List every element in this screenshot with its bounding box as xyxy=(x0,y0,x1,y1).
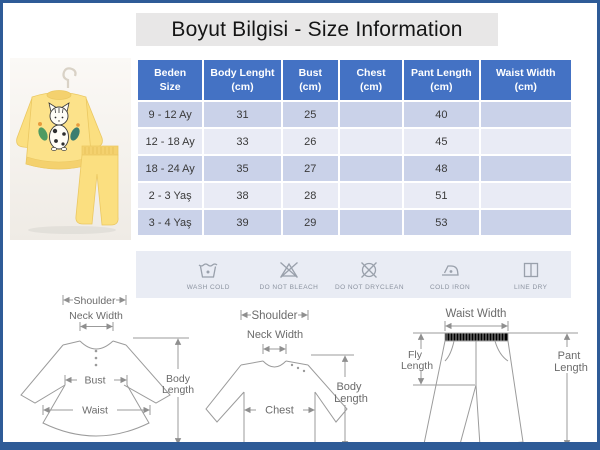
bust-label: Bust xyxy=(84,375,105,387)
cell-waist-width xyxy=(480,183,571,208)
pants-outline xyxy=(423,332,524,442)
hanger-icon xyxy=(62,67,77,88)
fly-length-label-line2: Length xyxy=(401,360,433,372)
cell-size: 18 - 24 Ay xyxy=(138,156,203,181)
product-photo xyxy=(10,58,131,240)
cell-pant-length: 40 xyxy=(404,102,479,127)
body-length-label-line2: Length xyxy=(162,384,194,396)
cell-body-length: 35 xyxy=(204,156,281,181)
cell-body-length: 38 xyxy=(204,183,281,208)
pants-graphic xyxy=(75,145,119,226)
column-header-beden-size: Beden Size xyxy=(138,60,203,100)
care-item-cold-iron: COLD IRON xyxy=(410,259,491,291)
cell-pant-length: 48 xyxy=(404,156,479,181)
cell-size: 12 - 18 Ay xyxy=(138,129,203,154)
table-row: 12 - 18 Ay 33 26 45 xyxy=(138,129,571,154)
pant-length-label-line2: Length xyxy=(554,362,588,374)
cell-chest xyxy=(339,210,403,235)
title-bar: Boyut Bilgisi - Size Information xyxy=(136,13,498,46)
cell-pant-length: 51 xyxy=(404,183,479,208)
do-not-dryclean-icon xyxy=(361,261,378,278)
wash-cold-icon xyxy=(198,262,218,278)
table-row: 2 - 3 Yaş 38 28 51 xyxy=(138,183,571,208)
cell-body-length: 33 xyxy=(204,129,281,154)
chest-label: Chest xyxy=(265,405,294,417)
table-row: 3 - 4 Yaş 39 29 53 xyxy=(138,210,571,235)
cell-waist-width xyxy=(480,210,571,235)
table-row: 9 - 12 Ay 31 25 40 xyxy=(138,102,571,127)
waist-label: Waist xyxy=(82,405,108,417)
neck-width-label: Neck Width xyxy=(247,329,303,341)
care-label: COLD IRON xyxy=(429,283,471,291)
cell-chest xyxy=(339,129,403,154)
care-item-wash-cold: WASH COLD xyxy=(168,259,249,291)
dress-outline xyxy=(20,340,171,437)
column-header-bust: Bust (cm) xyxy=(282,60,338,100)
care-item-do-not-bleach: DO NOT BLEACH xyxy=(249,259,330,291)
shoulder-label: Shoulder xyxy=(251,310,297,322)
cell-chest xyxy=(339,156,403,181)
care-item-do-not-dryclean: DO NOT DRYCLEAN xyxy=(329,259,410,291)
body-length-label-line1: Body xyxy=(336,381,362,393)
column-header-pant-length: Pant Length (cm) xyxy=(404,60,479,100)
cell-bust: 28 xyxy=(282,183,338,208)
cat-print xyxy=(38,102,80,151)
top-measurement-diagram: Shoulder Neck Width Chest Body Length xyxy=(205,310,368,442)
cell-pant-length: 45 xyxy=(404,129,479,154)
neck-width-label: Neck Width xyxy=(69,310,123,322)
cell-chest xyxy=(339,102,403,127)
line-dry-icon xyxy=(523,262,538,277)
care-label: DO NOT BLEACH xyxy=(259,283,319,291)
column-header-body-length: Body Lenght (cm) xyxy=(204,60,281,100)
care-item-line-dry: LINE DRY xyxy=(490,259,571,291)
waist-width-label: Waist Width xyxy=(446,308,507,320)
cell-size: 9 - 12 Ay xyxy=(138,102,203,127)
pant-length-label-line1: Pant xyxy=(558,350,581,362)
cold-iron-icon xyxy=(442,264,459,276)
fly-length-label-line1: Fly xyxy=(408,349,423,361)
dress-measurement-diagram: Shoulder Neck Width Bust Waist Body Leng… xyxy=(20,295,194,442)
top-outline xyxy=(205,360,348,442)
cell-bust: 25 xyxy=(282,102,338,127)
cell-waist-width xyxy=(480,102,571,127)
cell-size: 2 - 3 Yaş xyxy=(138,183,203,208)
column-header-waist-width: Waist Width (cm) xyxy=(480,60,571,100)
care-instructions-strip: WASH COLD DO NOT BLEACH DO NOT DRYCLEAN … xyxy=(136,251,571,298)
care-label: WASH COLD xyxy=(186,283,230,291)
page-title: Boyut Bilgisi - Size Information xyxy=(171,17,463,41)
cell-chest xyxy=(339,183,403,208)
column-header-chest: Chest (cm) xyxy=(339,60,403,100)
sweatshirt-graphic xyxy=(16,90,103,170)
cell-bust: 29 xyxy=(282,210,338,235)
cell-body-length: 39 xyxy=(204,210,281,235)
cell-bust: 26 xyxy=(282,129,338,154)
care-label: LINE DRY xyxy=(513,283,548,291)
cell-pant-length: 53 xyxy=(404,210,479,235)
cell-waist-width xyxy=(480,129,571,154)
shoulder-label: Shoulder xyxy=(73,295,116,307)
body-length-label-line1: Body xyxy=(166,373,191,385)
size-table: Beden Size Body Lenght (cm) Bust (cm) Ch… xyxy=(136,58,573,237)
body-length-label-line2: Length xyxy=(334,393,368,405)
cell-size: 3 - 4 Yaş xyxy=(138,210,203,235)
cell-body-length: 31 xyxy=(204,102,281,127)
cell-bust: 27 xyxy=(282,156,338,181)
cell-waist-width xyxy=(480,156,571,181)
table-row: 18 - 24 Ay 35 27 48 xyxy=(138,156,571,181)
care-label: DO NOT DRYCLEAN xyxy=(334,283,404,291)
do-not-bleach-icon xyxy=(279,261,298,278)
pants-measurement-diagram: Waist Width Fly Length Pant Length xyxy=(401,308,588,442)
table-header-row: Beden Size Body Lenght (cm) Bust (cm) Ch… xyxy=(138,60,571,100)
